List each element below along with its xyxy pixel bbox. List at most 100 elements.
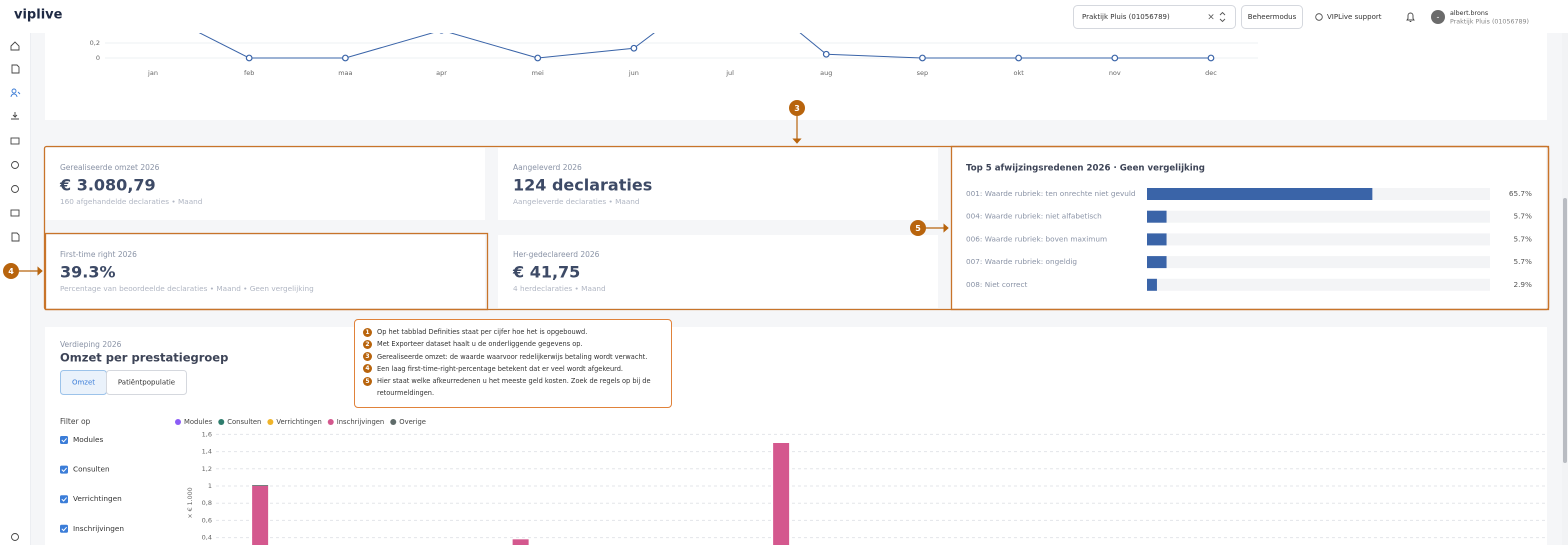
kpi-label: First-time right 2026 [60, 250, 137, 259]
reason-label: 001: Waarde rubriek: ten onrechte niet g… [966, 189, 1136, 198]
callout-number: 5 [915, 224, 921, 233]
kpi-value: € 3.080,79 [59, 176, 156, 195]
value-label: 5.7% [1513, 234, 1532, 243]
kpi-label: Her-gedeclareerd 2026 [513, 250, 600, 259]
sidebar [0, 33, 30, 545]
top5-highlight [950, 145, 1550, 311]
money-icon[interactable] [10, 137, 20, 145]
monthly-chart: 0 0,2 jan feb maa apr mei jun jul aug sep okt nov dec [90, 33, 1258, 77]
checkbox[interactable] [60, 495, 68, 504]
point [822, 50, 830, 58]
support-link[interactable]: VIPLive support [1327, 13, 1382, 21]
note-number: 1 [363, 327, 372, 337]
tab-label: Omzet [72, 379, 95, 387]
bell-icon[interactable] [1406, 12, 1415, 22]
reason-label: 008: Niet correct [966, 280, 1028, 289]
legend-label: Verrichtingen [276, 418, 321, 426]
value-label: 5.7% [1513, 212, 1532, 221]
bar-segment [773, 443, 790, 545]
legend-swatch [327, 419, 334, 425]
practice-select-text: Praktijk Pluis (01056789) [1082, 13, 1170, 21]
y-tick-label: 0,8 [202, 499, 212, 507]
value-label: 5.7% [1513, 257, 1532, 266]
users-icon[interactable] [11, 88, 17, 94]
reason-label: 007: Waarde rubriek: ongeldig [966, 257, 1077, 266]
point [245, 54, 253, 62]
note-number: 3 [363, 352, 372, 362]
y-tick-label: 1,6 [202, 430, 212, 438]
doc-icon[interactable] [11, 64, 20, 74]
reason-label: 004: Waarde rubriek: niet alfabetisch [966, 212, 1102, 221]
note-item: 2 Met Exporteer dataset haalt u de onderl… [363, 338, 663, 350]
breakdown-eyebrow: Verdieping 2026 [60, 340, 122, 349]
download-icon[interactable] [11, 112, 19, 120]
bar-track [1147, 233, 1490, 246]
bar [1147, 278, 1157, 291]
note-text: Hier staat welke afkeurredenen u het mee… [377, 377, 651, 398]
bar-segment [252, 485, 269, 486]
avatar-text: - [1437, 13, 1440, 22]
y-tick-label: 0,6 [202, 516, 212, 524]
y-tick-label: 0,4 [202, 534, 212, 542]
reason-label: 006: Waarde rubriek: boven maximum [966, 234, 1107, 243]
point [1111, 54, 1119, 62]
users-icon-body [10, 91, 21, 98]
scrollbar-thumb[interactable] [1563, 198, 1567, 463]
kpi-subtitle: Aangeleverde declaraties • Maand [513, 197, 640, 206]
callout-arrows [19, 116, 949, 276]
chevron-icon [1219, 11, 1226, 23]
avatar[interactable] [1431, 10, 1445, 24]
y-tick-label: 1,2 [202, 465, 212, 473]
mode-button[interactable] [1241, 5, 1303, 29]
x-tick-label: feb [244, 69, 254, 77]
x-tick-label: nov [1109, 69, 1121, 77]
kpi-card [45, 235, 485, 308]
point [439, 33, 444, 34]
checkbox[interactable] [60, 465, 68, 474]
card-icon[interactable] [10, 209, 20, 217]
home-icon[interactable] [10, 41, 20, 51]
point [1207, 54, 1215, 62]
note-text: Met Exporteer dataset haalt u de onderli… [377, 340, 583, 349]
logout-icon[interactable] [11, 533, 19, 541]
info-icon [1315, 13, 1323, 21]
x-tick-label: dec [1205, 69, 1217, 77]
top5-title: Top 5 afwijzingsredenen 2026 · Geen verg… [966, 164, 1205, 174]
legend-label: Inschrijvingen [337, 418, 385, 426]
point [534, 54, 542, 62]
point [919, 54, 926, 62]
kpi-card [45, 148, 485, 220]
report-icon[interactable] [11, 232, 20, 242]
mode-button-text: Beheermodus [1248, 13, 1297, 21]
callout-badge [789, 100, 805, 116]
kpi-value: 124 declaraties [513, 176, 652, 195]
checkbox[interactable] [60, 436, 68, 444]
arrow-head [792, 138, 802, 144]
legend-swatch [267, 419, 274, 425]
clear-icon[interactable]: × [1207, 13, 1215, 23]
filter-label: Consulten [73, 465, 110, 474]
checkmark [61, 438, 67, 443]
logo: viplive [14, 8, 63, 23]
x-tick-label: mei [532, 69, 544, 77]
note-item: 3 Gerealiseerde omzet: de waarde waarvoor… [363, 351, 663, 363]
info-nav-icon[interactable] [11, 185, 19, 193]
checkbox[interactable] [60, 524, 68, 533]
y-tick-label: 0 [96, 54, 100, 62]
kpi-value: 39.3% [60, 263, 116, 282]
user-name: albert.brons [1450, 10, 1488, 17]
practice-select[interactable] [1073, 5, 1236, 29]
tab[interactable] [106, 370, 187, 395]
note-item: 1 Op het tabblad Definities staat per cij… [363, 326, 663, 338]
x-tick-label: okt [1013, 69, 1024, 77]
point [630, 44, 638, 52]
legend-label: Modules [184, 418, 213, 426]
note-number: 5 [363, 376, 372, 386]
note-item: 4 Een laag first-time-right-percentage be… [363, 363, 663, 375]
x-tick-label: maa [338, 69, 352, 77]
kpi-subtitle: 160 afgehandelde declaraties • Maand [60, 197, 202, 206]
settings-icon[interactable] [11, 161, 19, 169]
checkmark [61, 467, 67, 473]
x-tick-label: aug [820, 69, 832, 77]
note-text: Gerealiseerde omzet: de waarde waarvoor … [377, 352, 648, 361]
